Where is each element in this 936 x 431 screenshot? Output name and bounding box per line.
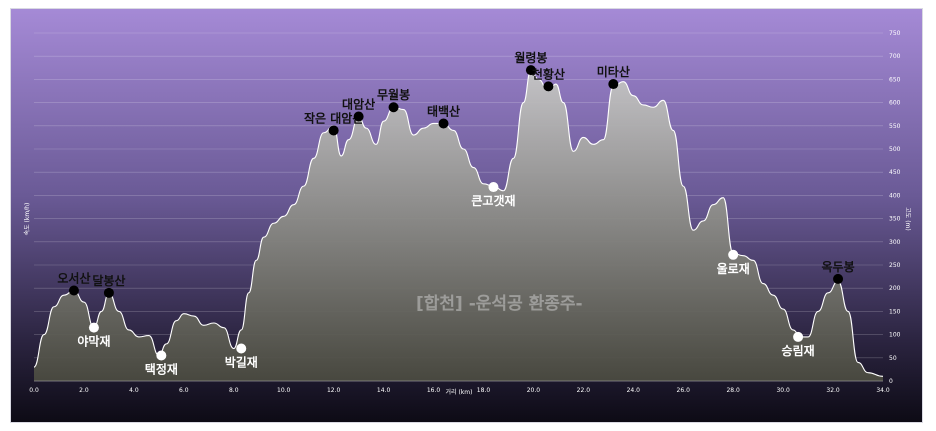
x-tick-11: 22.0	[577, 387, 591, 394]
peak-marker-6	[525, 65, 536, 76]
y-tick-13: 650	[889, 76, 901, 83]
peak-label-2: 작은 대암산	[304, 110, 363, 125]
x-tick-1: 2.0	[79, 387, 89, 394]
peak-label-3: 대암산	[342, 97, 375, 112]
pass-marker-2	[236, 343, 247, 354]
peak-marker-5	[438, 118, 449, 129]
peak-label-1: 달봉산	[92, 273, 125, 288]
x-tick-10: 20.0	[527, 387, 541, 394]
pass-marker-5	[793, 331, 804, 342]
peak-marker-3	[353, 111, 364, 122]
x-tick-12: 24.0	[627, 387, 641, 394]
x-tick-6: 12.0	[327, 387, 341, 394]
y-tick-6: 300	[889, 239, 901, 246]
watermark-text: [합천] -운석공 환종주-	[416, 293, 583, 314]
pass-marker-3	[488, 182, 499, 193]
y-tick-14: 700	[889, 53, 901, 60]
pass-label-0: 야막재	[77, 334, 110, 349]
peak-label-5: 태백산	[427, 103, 460, 118]
y-tick-7: 350	[889, 216, 901, 223]
x-tick-9: 18.0	[477, 387, 491, 394]
peak-label-0: 오서산	[57, 271, 90, 286]
peak-marker-1	[103, 287, 114, 298]
pass-label-1: 택정재	[145, 361, 178, 376]
peak-label-7: 천황산	[532, 66, 565, 81]
y-tick-5: 250	[889, 262, 901, 269]
pass-marker-4	[728, 249, 739, 260]
x-tick-16: 32.0	[826, 387, 840, 394]
y-tick-3: 150	[889, 308, 901, 315]
x-tick-4: 8.0	[229, 387, 239, 394]
x-tick-17: 34.0	[876, 387, 890, 394]
pass-label-5: 승림재	[782, 344, 815, 358]
pass-label-3: 큰고갯재	[471, 193, 515, 208]
x-axis-title: 거리 (km)	[446, 388, 473, 396]
y-tick-11: 550	[889, 123, 901, 130]
y-tick-1: 50	[889, 355, 897, 362]
x-tick-8: 16.0	[427, 387, 441, 394]
peak-label-8: 미타산	[597, 64, 630, 79]
x-tick-2: 4.0	[129, 387, 139, 394]
y-tick-8: 400	[889, 192, 901, 199]
y-tick-2: 100	[889, 332, 901, 339]
peak-marker-9	[833, 273, 844, 284]
peak-marker-8	[608, 79, 619, 90]
x-tick-labels: 0.0 2.0 4.0 6.0 8.0 10.0 12.0 14.0 16.0 18.0 20.0 2…	[29, 387, 890, 394]
pass-marker-0	[88, 322, 99, 333]
x-tick-3: 6.0	[179, 387, 189, 394]
pass-marker-1	[156, 350, 167, 361]
watermark-group: [합천] -운석공 환종주-	[416, 293, 583, 314]
peak-marker-2	[328, 125, 339, 136]
x-tick-14: 28.0	[726, 387, 740, 394]
y-tick-12: 600	[889, 100, 901, 107]
peak-label-9: 옥두봉	[821, 259, 854, 274]
peak-marker-0	[68, 285, 79, 296]
y-tick-9: 450	[889, 169, 901, 176]
pass-label-4: 울로재	[717, 262, 750, 276]
y-tick-labels: 0 50 100 150 200 250 300 350 400 450 500 550 600 650 7…	[889, 30, 901, 385]
peak-marker-4	[388, 102, 399, 113]
x-tick-7: 14.0	[377, 387, 391, 394]
peak-marker-7	[543, 81, 554, 92]
y-axis-title: 고도 (m)	[904, 207, 911, 230]
x-tick-5: 10.0	[277, 387, 291, 394]
pass-label-2: 박길재	[225, 355, 258, 370]
y-tick-10: 500	[889, 146, 901, 153]
x-tick-15: 30.0	[776, 387, 790, 394]
y-tick-0: 0	[889, 378, 893, 385]
y-tick-15: 750	[889, 30, 901, 37]
peak-label-4: 무월봉	[377, 87, 410, 102]
x-tick-13: 26.0	[677, 387, 691, 394]
y-tick-4: 200	[889, 285, 901, 292]
peak-label-6: 월령봉	[514, 50, 547, 65]
x-tick-0: 0.0	[29, 387, 39, 394]
y-axis-title-left: 속도 (km/h)	[23, 203, 31, 236]
